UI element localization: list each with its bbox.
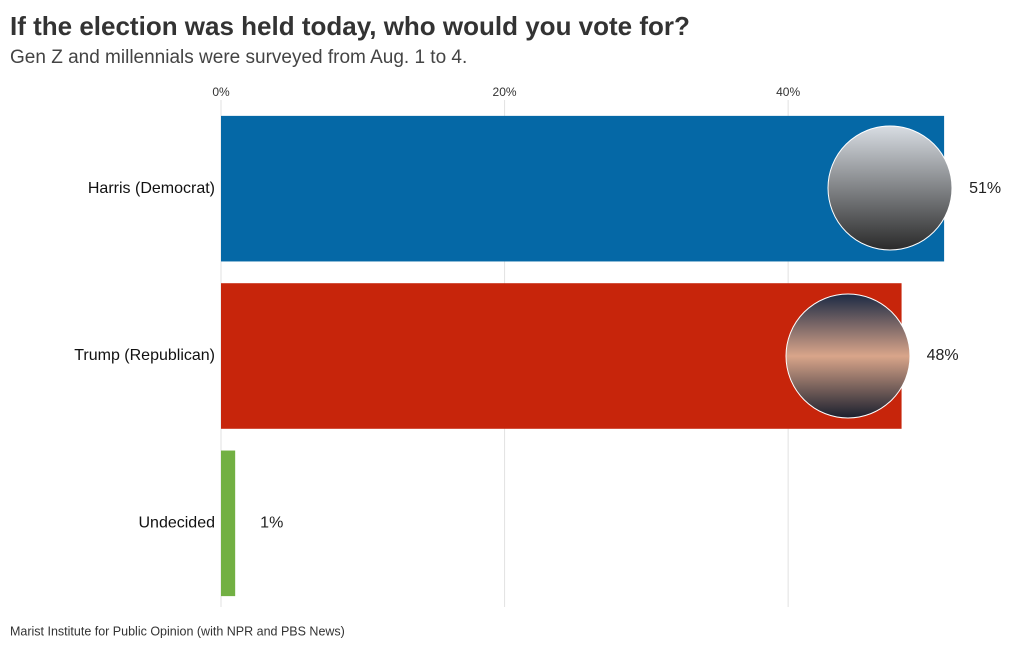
x-tick-label: 20% <box>493 85 517 99</box>
bar <box>221 115 945 262</box>
candidate-photo <box>827 125 953 251</box>
value-label: 48% <box>927 347 959 364</box>
x-tick-label: 40% <box>776 85 800 99</box>
labels: 0% 20% 40% Harris (Democrat) 51% Trump (Repub… <box>74 85 1001 531</box>
bar <box>221 450 236 597</box>
value-label: 1% <box>260 515 283 532</box>
x-tick-label: 0% <box>212 85 230 99</box>
photos <box>785 125 953 419</box>
chart-title: If the election was held today, who woul… <box>10 11 690 41</box>
candidate-photo <box>785 293 911 419</box>
category-label: Trump (Republican) <box>74 347 215 364</box>
category-label: Harris (Democrat) <box>88 180 215 197</box>
chart-subtitle: Gen Z and millennials were surveyed from… <box>10 47 467 68</box>
source: Marist Institute for Public Opinion (wit… <box>10 624 345 638</box>
category-label: Undecided <box>139 515 216 532</box>
value-label: 51% <box>969 180 1001 197</box>
